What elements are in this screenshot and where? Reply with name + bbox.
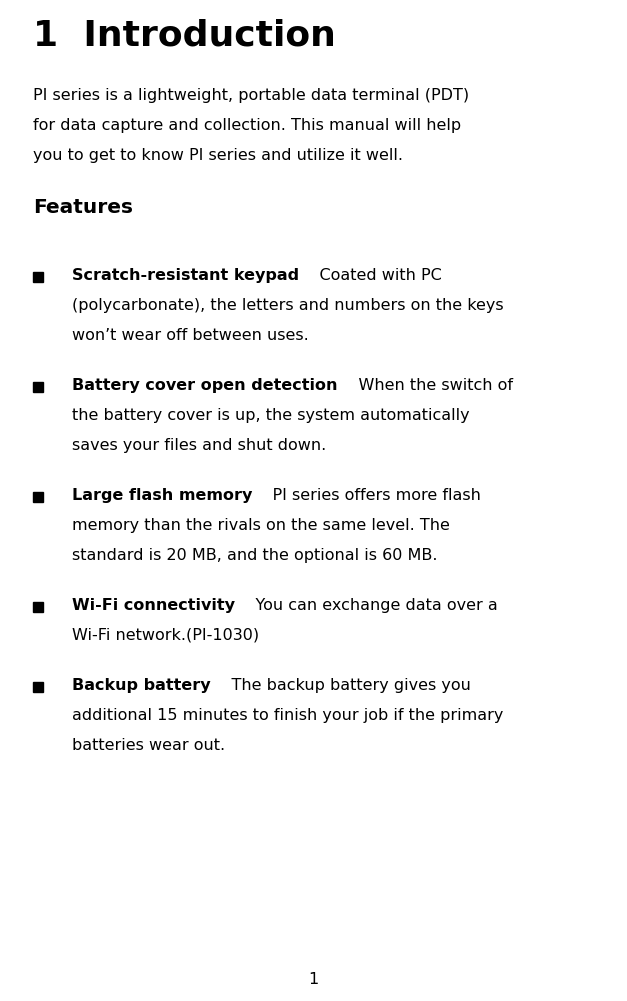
Text: Features: Features <box>33 198 133 217</box>
Text: batteries wear out.: batteries wear out. <box>72 738 225 753</box>
Text: you to get to know PI series and utilize it well.: you to get to know PI series and utilize… <box>33 148 403 163</box>
Text: won’t wear off between uses.: won’t wear off between uses. <box>72 328 308 343</box>
Text: standard is 20 MB, and the optional is 60 MB.: standard is 20 MB, and the optional is 6… <box>72 548 438 563</box>
Text: Wi-Fi connectivity: Wi-Fi connectivity <box>72 598 235 613</box>
Bar <box>33 682 43 692</box>
Text: saves your files and shut down.: saves your files and shut down. <box>72 438 326 453</box>
Bar <box>33 382 43 392</box>
Bar <box>33 602 43 612</box>
Text: Backup battery: Backup battery <box>72 678 211 693</box>
Text: The backup battery gives you: The backup battery gives you <box>211 678 470 693</box>
Text: When the switch of: When the switch of <box>337 378 512 393</box>
Text: You can exchange data over a: You can exchange data over a <box>235 598 498 613</box>
Text: Battery cover open detection: Battery cover open detection <box>72 378 337 393</box>
Text: memory than the rivals on the same level. The: memory than the rivals on the same level… <box>72 518 450 533</box>
Text: 1: 1 <box>308 972 319 987</box>
Text: additional 15 minutes to finish your job if the primary: additional 15 minutes to finish your job… <box>72 708 503 723</box>
Text: the battery cover is up, the system automatically: the battery cover is up, the system auto… <box>72 408 470 423</box>
Text: Wi-Fi network.(PI-1030): Wi-Fi network.(PI-1030) <box>72 628 259 643</box>
Text: Scratch-resistant keypad: Scratch-resistant keypad <box>72 268 299 283</box>
Text: 1  Introduction: 1 Introduction <box>33 18 336 52</box>
Bar <box>33 492 43 502</box>
Text: PI series offers more flash: PI series offers more flash <box>253 488 482 503</box>
Text: Coated with PC: Coated with PC <box>299 268 442 283</box>
Text: for data capture and collection. This manual will help: for data capture and collection. This ma… <box>33 118 461 133</box>
Bar <box>33 272 43 282</box>
Text: (polycarbonate), the letters and numbers on the keys: (polycarbonate), the letters and numbers… <box>72 298 503 313</box>
Text: Large flash memory: Large flash memory <box>72 488 253 503</box>
Text: PI series is a lightweight, portable data terminal (PDT): PI series is a lightweight, portable dat… <box>33 88 469 103</box>
